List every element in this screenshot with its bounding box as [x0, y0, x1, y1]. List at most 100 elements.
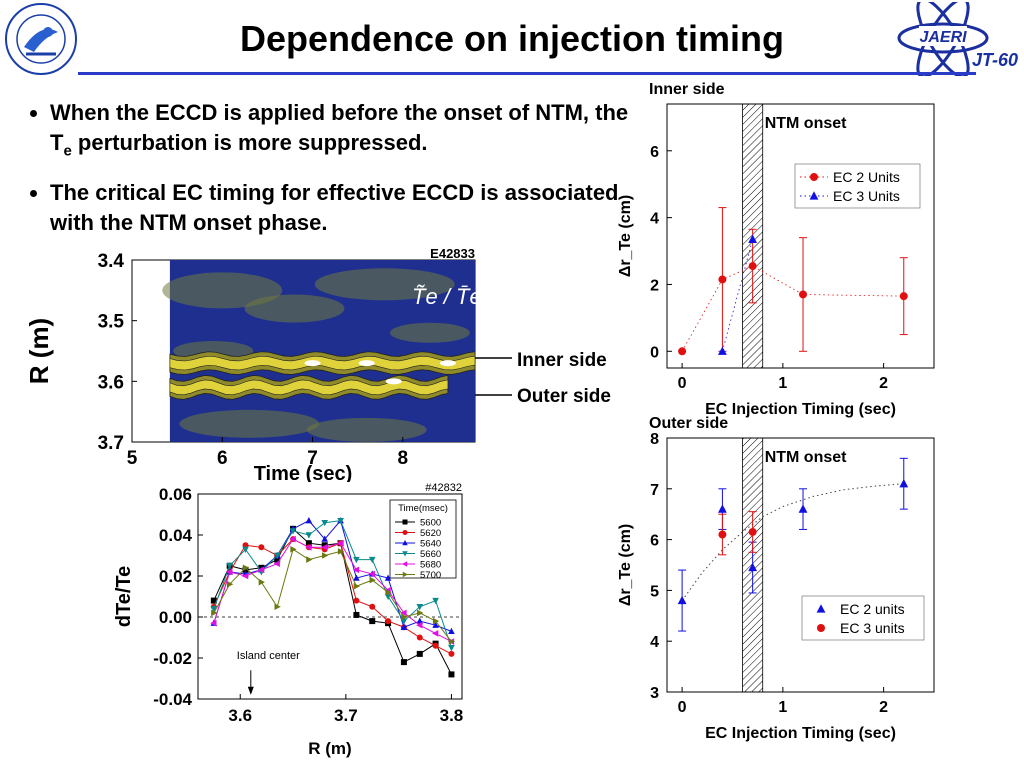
data-point — [416, 621, 423, 629]
data-point — [432, 630, 439, 637]
data-point — [416, 650, 423, 657]
series-5660 — [210, 517, 455, 652]
legend-marker — [402, 530, 408, 535]
slide-title: Dependence on injection timing — [239, 18, 785, 59]
y-tick-label: 3.7 — [98, 433, 124, 454]
x-tick-label: 0 — [678, 699, 687, 716]
band-peak — [385, 378, 402, 385]
series-line — [213, 538, 452, 643]
data-point — [748, 234, 758, 243]
band-peak — [304, 360, 321, 367]
data-point — [321, 535, 329, 542]
data-point — [306, 556, 313, 563]
series-line — [722, 239, 754, 352]
data-point — [899, 292, 908, 301]
data-point — [718, 275, 727, 284]
data-point — [258, 544, 265, 551]
data-point — [336, 539, 344, 547]
data-point — [352, 566, 360, 574]
inner-side-label: Inner side — [517, 350, 607, 371]
y-tick-label: 3 — [650, 685, 659, 702]
data-point — [368, 556, 376, 564]
data-point — [400, 609, 407, 617]
y-tick-label: -0.02 — [153, 649, 192, 668]
band-peak — [439, 360, 456, 367]
data-point — [241, 572, 249, 580]
shot-label: #42832 — [425, 482, 462, 494]
data-point — [305, 544, 312, 551]
island-center-arrowhead — [247, 686, 254, 695]
series-ec-3-units — [718, 234, 758, 355]
legend-title: Time(msec) — [398, 503, 448, 514]
x-tick-label: 3.7 — [334, 706, 358, 725]
fit-curve — [681, 483, 904, 601]
jaeri-jt60-logo: JAERI JT-60 — [897, 2, 1018, 76]
y-tick-label: 0.02 — [159, 567, 192, 586]
y-tick-label: 8 — [650, 431, 659, 448]
data-point — [290, 546, 297, 553]
y-axis-label: Δr_Te (cm) — [617, 524, 634, 606]
data-point — [448, 638, 456, 645]
legend-marker — [402, 540, 408, 546]
y-tick-label: 0 — [650, 344, 659, 361]
data-point — [257, 566, 265, 574]
legend-marker — [816, 604, 826, 613]
data-point — [273, 560, 280, 567]
data-point — [353, 574, 360, 581]
data-point — [448, 671, 455, 678]
x-tick-label: 7 — [307, 448, 318, 469]
data-point — [748, 527, 757, 536]
contour-patch — [314, 268, 455, 301]
y-tick-label: 4 — [650, 211, 659, 228]
data-point — [385, 618, 392, 625]
bullet-item: The critical EC timing for effective ECC… — [50, 178, 640, 238]
panel-title: Inner side — [649, 81, 725, 98]
data-point — [321, 542, 328, 549]
y-tick-label: 3.6 — [98, 372, 124, 393]
data-point — [432, 597, 439, 605]
legend-marker — [402, 561, 408, 567]
x-tick-label: 2 — [879, 699, 888, 716]
legend-marker — [402, 571, 408, 578]
x-tick-label: 0 — [678, 375, 687, 392]
jaeri-logo-text: JAERI — [919, 29, 967, 46]
data-point — [305, 540, 312, 547]
data-point — [337, 517, 344, 525]
legend-entry: EC 2 Units — [833, 169, 900, 185]
y-tick-label: 5 — [650, 583, 659, 600]
legend-marker — [402, 519, 408, 525]
x-tick-label: 3.8 — [440, 706, 464, 725]
dte-profile-chart: #42832 0.06 0.04 0.02 0.00 -0.02 -0.04 3.6 3.7 3.… — [113, 482, 464, 758]
contour-patch — [179, 409, 320, 438]
y-axis-label: Δr_Te (cm) — [617, 195, 634, 277]
x-axis-label: R (m) — [308, 739, 351, 758]
x-tick-label: 1 — [778, 699, 787, 716]
inner-side-chart: NTM onset Inner side 0 1 2 0 2 4 6 EC Injection T… — [617, 81, 935, 418]
data-point — [417, 609, 424, 617]
data-point — [369, 576, 376, 584]
data-point — [321, 520, 329, 527]
series-line — [213, 520, 452, 648]
data-point — [210, 606, 218, 613]
legend-marker — [402, 551, 408, 557]
data-point — [385, 589, 392, 596]
data-point — [226, 568, 233, 576]
legend-entry: EC 3 units — [840, 620, 905, 636]
data-point — [242, 566, 249, 573]
x-axis-label: Time (sec) — [254, 463, 353, 482]
ntm-onset-label: NTM onset — [765, 449, 847, 466]
legend: EC 2 units EC 3 units — [801, 595, 925, 641]
legend-marker — [817, 624, 825, 632]
kyoto-university-logo — [5, 3, 77, 75]
data-point — [369, 618, 376, 625]
data-point — [353, 611, 360, 618]
x-tick-label: 5 — [127, 448, 138, 469]
series-5600 — [210, 525, 455, 678]
legend-entry: EC 3 Units — [833, 188, 900, 204]
data-point — [322, 552, 329, 559]
y-tick-label: 3.5 — [98, 312, 125, 333]
outer-band — [169, 379, 449, 396]
y-tick-label: -0.04 — [153, 690, 192, 709]
legend: EC 2 Units EC 3 Units — [794, 163, 921, 209]
band-peak — [358, 360, 375, 367]
